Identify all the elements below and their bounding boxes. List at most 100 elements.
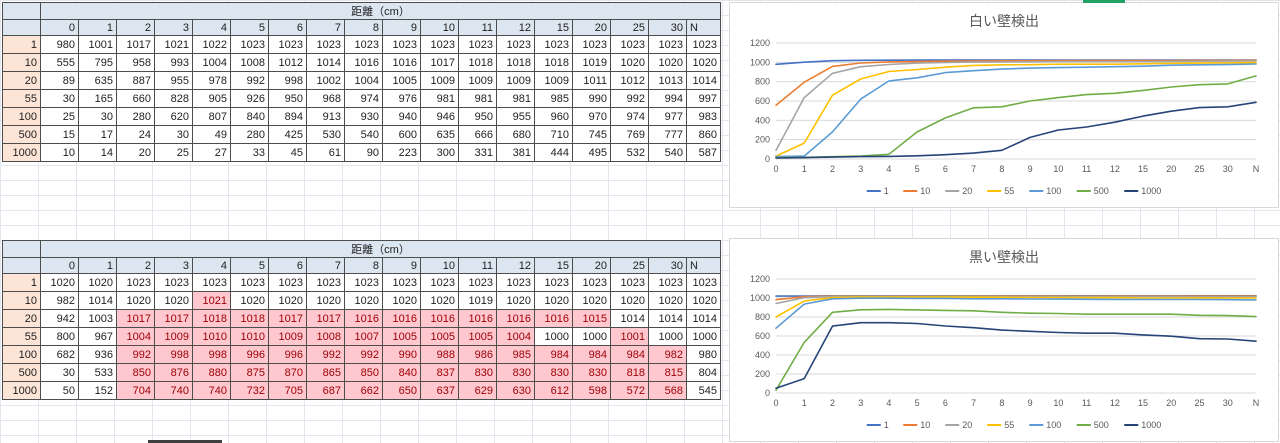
column-header-cell[interactable]: 4 bbox=[192, 257, 231, 274]
column-header-cell[interactable]: 12 bbox=[496, 19, 535, 36]
cell[interactable]: 804 bbox=[686, 363, 721, 382]
cell[interactable]: 1013 bbox=[648, 71, 687, 90]
cell[interactable]: 970 bbox=[572, 107, 611, 126]
cell[interactable]: 974 bbox=[610, 107, 649, 126]
cell[interactable]: 926 bbox=[230, 89, 269, 108]
cell[interactable]: 444 bbox=[534, 143, 573, 162]
cell[interactable]: 532 bbox=[610, 143, 649, 162]
row-header-cell[interactable]: 1 bbox=[2, 35, 41, 54]
cell[interactable]: 1009 bbox=[458, 71, 497, 90]
cell[interactable]: 940 bbox=[382, 107, 421, 126]
cell[interactable]: 30 bbox=[40, 89, 79, 108]
cell[interactable]: 990 bbox=[382, 345, 421, 364]
cell[interactable]: 280 bbox=[230, 125, 269, 144]
column-header-cell[interactable]: 0 bbox=[40, 19, 79, 36]
cell[interactable]: 600 bbox=[382, 125, 421, 144]
row-header-cell[interactable]: 100 bbox=[2, 107, 41, 126]
cell[interactable]: 936 bbox=[78, 345, 117, 364]
series-line-55[interactable] bbox=[775, 296, 1257, 318]
cell[interactable]: 1020 bbox=[610, 291, 649, 310]
cell[interactable]: 24 bbox=[116, 125, 155, 144]
cell[interactable]: 381 bbox=[496, 143, 535, 162]
column-header-cell[interactable]: 0 bbox=[40, 257, 79, 274]
cell[interactable]: 687 bbox=[306, 381, 345, 400]
cell[interactable]: 165 bbox=[78, 89, 117, 108]
cell[interactable]: 89 bbox=[40, 71, 79, 90]
cell[interactable]: 620 bbox=[154, 107, 193, 126]
row-header-cell[interactable]: 55 bbox=[2, 327, 41, 346]
cell[interactable]: 960 bbox=[534, 107, 573, 126]
cell[interactable]: 984 bbox=[534, 345, 573, 364]
cell[interactable]: 1020 bbox=[496, 291, 535, 310]
column-header-cell[interactable]: 25 bbox=[610, 19, 649, 36]
cell[interactable]: 1000 bbox=[648, 327, 687, 346]
cell[interactable]: 1000 bbox=[572, 327, 611, 346]
cell[interactable]: 1010 bbox=[192, 327, 231, 346]
cell[interactable]: 1014 bbox=[648, 309, 687, 328]
cell[interactable]: 880 bbox=[192, 363, 231, 382]
row-header-cell[interactable]: 55 bbox=[2, 89, 41, 108]
cell[interactable]: 978 bbox=[192, 71, 231, 90]
cell[interactable]: 331 bbox=[458, 143, 497, 162]
row-header-cell[interactable]: 100 bbox=[2, 345, 41, 364]
cell[interactable]: 1009 bbox=[268, 327, 307, 346]
cell[interactable]: 984 bbox=[572, 345, 611, 364]
cell[interactable]: 982 bbox=[648, 345, 687, 364]
cell[interactable]: 1003 bbox=[78, 309, 117, 328]
cell[interactable]: 1023 bbox=[420, 35, 459, 54]
cell[interactable]: 980 bbox=[40, 35, 79, 54]
cell[interactable]: 568 bbox=[648, 381, 687, 400]
cell[interactable]: 17 bbox=[78, 125, 117, 144]
legend-label-20[interactable]: 20 bbox=[962, 186, 972, 196]
cell[interactable]: 1004 bbox=[344, 71, 383, 90]
cell[interactable]: 1021 bbox=[154, 35, 193, 54]
cell[interactable]: 1005 bbox=[382, 327, 421, 346]
cell[interactable]: 994 bbox=[648, 89, 687, 108]
legend-label-1[interactable]: 1 bbox=[884, 420, 889, 430]
cell[interactable]: 666 bbox=[458, 125, 497, 144]
series-line-55[interactable] bbox=[775, 61, 1257, 157]
column-header-cell[interactable]: 30 bbox=[648, 19, 687, 36]
cell[interactable]: 992 bbox=[230, 71, 269, 90]
column-header-cell[interactable]: 15 bbox=[534, 19, 573, 36]
cell[interactable]: 998 bbox=[192, 345, 231, 364]
cell[interactable]: 955 bbox=[154, 71, 193, 90]
cell[interactable]: 530 bbox=[306, 125, 345, 144]
column-header-cell[interactable]: 9 bbox=[382, 257, 421, 274]
cell[interactable]: 1023 bbox=[344, 273, 383, 292]
cell[interactable]: 1023 bbox=[572, 273, 611, 292]
series-line-100[interactable] bbox=[775, 297, 1257, 329]
cell[interactable]: 777 bbox=[648, 125, 687, 144]
cell[interactable]: 637 bbox=[420, 381, 459, 400]
cell[interactable]: 1020 bbox=[686, 291, 721, 310]
cell[interactable]: 1023 bbox=[648, 35, 687, 54]
series-line-1000[interactable] bbox=[775, 101, 1257, 159]
corner-cell[interactable] bbox=[2, 2, 41, 20]
column-header-cell[interactable]: 2 bbox=[116, 257, 155, 274]
cell[interactable]: 587 bbox=[686, 143, 721, 162]
row-header-cell[interactable]: 10 bbox=[2, 53, 41, 72]
distance-header[interactable]: 距離（cm） bbox=[40, 240, 721, 258]
column-header-cell[interactable]: 6 bbox=[268, 19, 307, 36]
cell[interactable]: 769 bbox=[610, 125, 649, 144]
cell[interactable]: 1023 bbox=[154, 273, 193, 292]
cell[interactable]: 45 bbox=[268, 143, 307, 162]
cell[interactable]: 795 bbox=[78, 53, 117, 72]
cell[interactable]: 955 bbox=[496, 107, 535, 126]
cell[interactable]: 1014 bbox=[686, 309, 721, 328]
cell[interactable]: 1017 bbox=[420, 53, 459, 72]
cell[interactable]: 1020 bbox=[648, 291, 687, 310]
row-header-cell[interactable]: 20 bbox=[2, 309, 41, 328]
cell[interactable]: 1015 bbox=[572, 309, 611, 328]
cell[interactable]: 950 bbox=[458, 107, 497, 126]
cell[interactable]: 1016 bbox=[534, 309, 573, 328]
column-header-cell[interactable]: 11 bbox=[458, 257, 497, 274]
cell[interactable]: 1014 bbox=[78, 291, 117, 310]
cell[interactable]: 837 bbox=[420, 363, 459, 382]
legend-label-500[interactable]: 500 bbox=[1094, 186, 1109, 196]
cell[interactable]: 635 bbox=[420, 125, 459, 144]
column-header-cell[interactable]: 9 bbox=[382, 19, 421, 36]
cell[interactable]: 1010 bbox=[230, 327, 269, 346]
cell[interactable]: 981 bbox=[420, 89, 459, 108]
cell[interactable]: 27 bbox=[192, 143, 231, 162]
